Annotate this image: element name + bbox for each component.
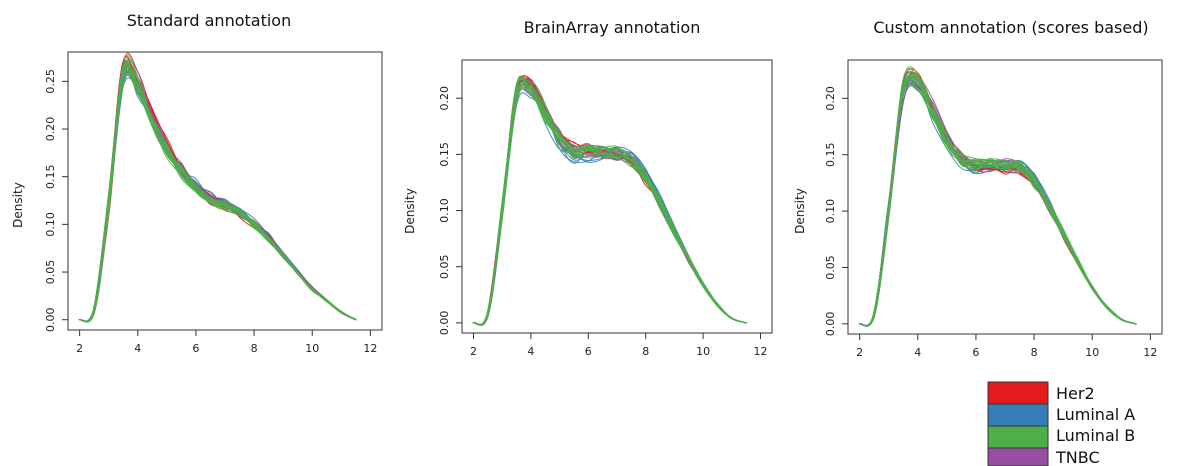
y-axis-label: Density (11, 182, 25, 228)
legend-label-her2: Her2 (1056, 384, 1095, 403)
y-tick-label: 0.10 (824, 199, 837, 224)
y-tick-label: 0.00 (44, 307, 57, 332)
y-tick-label: 0.05 (824, 255, 837, 280)
y-tick-label: 0.10 (438, 198, 451, 223)
x-tick-label: 8 (251, 342, 258, 355)
x-tick-label: 10 (305, 342, 319, 355)
x-tick-label: 12 (754, 345, 768, 358)
y-tick-label: 0.05 (438, 254, 451, 279)
legend-swatch-tnbc (987, 447, 1049, 466)
x-tick-label: 8 (642, 345, 649, 358)
y-tick-label: 0.20 (824, 86, 837, 111)
legend-swatch-her2 (987, 381, 1049, 405)
x-tick-label: 4 (134, 342, 141, 355)
x-tick-label: 6 (585, 345, 592, 358)
legend-swatch-luminal-a (987, 403, 1049, 427)
y-tick-label: 0.00 (824, 312, 837, 337)
x-tick-label: 2 (856, 346, 863, 359)
y-tick-label: 0.05 (44, 260, 57, 285)
y-tick-label: 0.15 (438, 142, 451, 167)
series-line-luminal-b (473, 80, 747, 326)
y-axis-label: Density (793, 188, 807, 234)
legend-swatch-luminal-b (987, 425, 1049, 449)
x-tick-label: 8 (1031, 346, 1038, 359)
legend-label-luminal-b: Luminal B (1056, 426, 1135, 445)
plot-frame (461, 59, 773, 334)
series-line-luminal-b (859, 78, 1137, 327)
panel-standard-annotation: Standard annotation Density 2 4 6 8 10 12 0.00… (11, 11, 383, 355)
y-tick-label: 0.25 (44, 69, 57, 94)
x-tick-label: 2 (470, 345, 477, 358)
y-tick-label: 0.00 (438, 311, 451, 336)
x-tick-label: 4 (914, 346, 921, 359)
x-tick-label: 12 (363, 342, 377, 355)
y-tick-label: 0.20 (438, 86, 451, 111)
y-tick-label: 0.15 (824, 142, 837, 167)
plot-frame (67, 51, 383, 331)
x-tick-label: 4 (527, 345, 534, 358)
panel-brainarray-annotation: BrainArray annotation Density 2 4 6 8 10 12 0.… (403, 18, 773, 358)
y-tick-label: 0.20 (44, 117, 57, 142)
x-tick-label: 12 (1143, 346, 1157, 359)
panel-custom-annotation: Custom annotation (scores based) Density… (793, 18, 1163, 359)
y-tick-label: 0.10 (44, 212, 57, 237)
panel-title: Custom annotation (scores based) (873, 18, 1148, 37)
x-tick-label: 2 (76, 342, 83, 355)
legend: Her2 Luminal A Luminal B TNBC (987, 381, 1135, 466)
panel-title: Standard annotation (127, 11, 291, 30)
legend-label-tnbc: TNBC (1055, 448, 1100, 466)
y-axis-label: Density (403, 188, 417, 234)
legend-label-luminal-a: Luminal A (1056, 405, 1135, 424)
plot-frame (847, 59, 1163, 335)
x-tick-label: 6 (192, 342, 199, 355)
y-tick-label: 0.15 (44, 164, 57, 189)
series-line-luminal-b (79, 67, 357, 323)
x-tick-label: 10 (696, 345, 710, 358)
x-tick-label: 10 (1085, 346, 1099, 359)
series-line-luminal-b (473, 78, 746, 325)
panel-title: BrainArray annotation (524, 18, 701, 37)
x-tick-label: 6 (972, 346, 979, 359)
